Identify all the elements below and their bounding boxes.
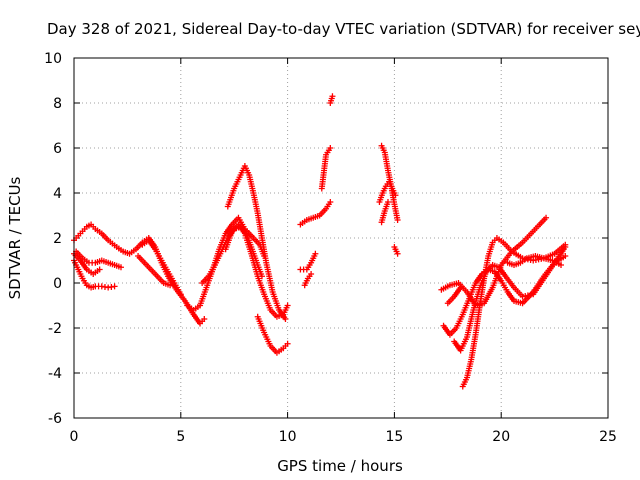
data-point-markers xyxy=(504,253,565,268)
series-arc-14 xyxy=(327,93,336,106)
series-arc-10 xyxy=(254,313,291,356)
series-arc-5 xyxy=(135,253,174,289)
data-point-markers xyxy=(139,237,184,298)
data-series xyxy=(71,93,569,390)
y-tick-label: 6 xyxy=(53,141,62,157)
series-arc-20 xyxy=(391,244,401,257)
data-point-markers xyxy=(297,199,334,228)
y-tick-label: -4 xyxy=(48,366,62,382)
series-arc-24 xyxy=(440,253,569,338)
y-axis-label: SDTVAR / TECUs xyxy=(6,176,24,299)
series-arc-13 xyxy=(318,145,334,192)
y-tick-label: 4 xyxy=(53,186,62,202)
series-arc-15 xyxy=(297,250,319,273)
series-arc-25 xyxy=(504,253,565,268)
y-tick-label: -6 xyxy=(48,411,62,427)
data-point-markers xyxy=(440,253,569,338)
data-point-markers xyxy=(224,163,289,322)
x-tick-label: 10 xyxy=(279,429,297,445)
data-point-markers xyxy=(73,248,124,271)
series-arc-6 xyxy=(139,237,184,298)
y-tick-label: 2 xyxy=(53,231,62,247)
data-point-markers xyxy=(135,253,174,289)
series-arc-16 xyxy=(301,271,315,289)
data-point-markers xyxy=(297,250,319,273)
y-tick-label: 10 xyxy=(44,51,62,67)
data-point-markers xyxy=(254,313,291,356)
series-arc-9 xyxy=(224,163,289,322)
x-tick-label: 5 xyxy=(176,429,185,445)
chart-title: Day 328 of 2021, Sidereal Day-to-day VTE… xyxy=(47,20,640,38)
series-arc-18 xyxy=(376,178,399,205)
x-axis-label: GPS time / hours xyxy=(277,457,403,475)
data-point-markers xyxy=(327,93,336,106)
x-tick-label: 0 xyxy=(70,429,79,445)
data-point-markers xyxy=(444,284,464,307)
y-tick-label: -2 xyxy=(48,321,62,337)
data-point-markers xyxy=(222,221,291,320)
axis-tick-labels: 0 5 10 15 20 25 -6 -4 -2 0 2 4 6 8 10 xyxy=(44,51,617,445)
series-arc-26 xyxy=(444,284,464,307)
data-point-markers xyxy=(391,244,401,257)
y-tick-label: 8 xyxy=(53,96,62,112)
data-point-markers xyxy=(318,145,334,192)
plot-frame xyxy=(73,57,609,419)
x-tick-label: 25 xyxy=(599,429,617,445)
series-arc-12 xyxy=(297,199,334,228)
data-point-markers xyxy=(376,178,399,205)
data-point-markers xyxy=(378,199,391,226)
series-arc-19 xyxy=(378,199,391,226)
data-point-markers xyxy=(184,214,265,313)
series-arc-11 xyxy=(222,221,291,320)
x-tick-label: 15 xyxy=(385,429,403,445)
data-point-markers xyxy=(301,271,315,289)
series-arc-3 xyxy=(73,248,124,271)
series-arc-8 xyxy=(184,214,265,313)
x-tick-label: 20 xyxy=(492,429,510,445)
y-tick-label: 0 xyxy=(53,276,62,292)
